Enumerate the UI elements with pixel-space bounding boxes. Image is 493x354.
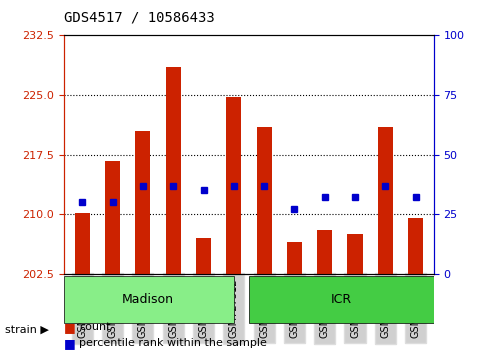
Bar: [75, 213, 90, 274]
Bar: [348, 234, 363, 274]
Text: strain ▶: strain ▶: [5, 324, 49, 334]
FancyBboxPatch shape: [64, 276, 234, 323]
Bar: [256, 127, 272, 274]
Bar: [287, 242, 302, 274]
Text: GDS4517 / 10586433: GDS4517 / 10586433: [64, 11, 215, 25]
Text: ICR: ICR: [331, 293, 352, 306]
Bar: [317, 230, 332, 274]
Text: count: count: [79, 322, 110, 332]
Text: Madison: Madison: [121, 293, 174, 306]
Bar: [226, 97, 242, 274]
Bar: [105, 161, 120, 274]
Bar: [378, 127, 393, 274]
Text: percentile rank within the sample: percentile rank within the sample: [79, 338, 267, 348]
Text: ■: ■: [64, 337, 76, 350]
Bar: [196, 238, 211, 274]
Bar: [135, 131, 150, 274]
FancyBboxPatch shape: [249, 276, 434, 323]
Bar: [408, 218, 423, 274]
Text: ■: ■: [64, 321, 76, 334]
Bar: [166, 67, 181, 274]
